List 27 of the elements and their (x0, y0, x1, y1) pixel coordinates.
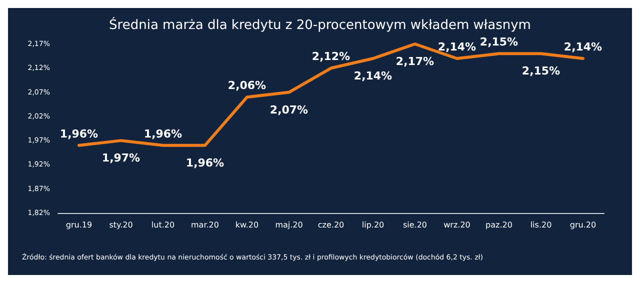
x-tick-label: cze.20 (318, 220, 344, 230)
data-label: 1,97% (102, 152, 140, 165)
x-tick-label: sty.20 (109, 220, 133, 230)
x-tick-label: sie.20 (402, 220, 428, 230)
x-tick-label: wrz.20 (444, 220, 470, 230)
data-label: 1,96% (144, 127, 182, 140)
data-label: 2,17% (396, 55, 434, 68)
data-label: 2,06% (228, 79, 266, 92)
data-label: 1,96% (60, 127, 98, 140)
x-tick-label: lis.20 (530, 220, 552, 230)
data-label: 1,96% (186, 156, 224, 170)
x-tick-label: kw.20 (235, 220, 259, 230)
x-tick-label: lut.20 (151, 220, 175, 230)
data-label: 2,14% (438, 40, 476, 54)
data-label: 2,15% (480, 36, 518, 49)
data-label: 2,15% (522, 64, 560, 78)
x-tick-label: mar.20 (191, 220, 219, 230)
x-tick-label: gru.20 (570, 220, 596, 230)
x-tick-label: maj.20 (275, 220, 303, 230)
x-tick-label: paz.20 (486, 220, 512, 230)
data-label: 2,12% (312, 50, 350, 64)
x-tick-label: lip.20 (362, 220, 384, 230)
data-label: 2,14% (354, 69, 392, 82)
data-label: 2,07% (270, 103, 308, 116)
data-label: 2,14% (564, 40, 602, 54)
chart-title: Średnia marża dla kredytu z 20-procentowym wkładem własnym (109, 16, 531, 33)
x-tick-label: gru.19 (66, 220, 92, 230)
